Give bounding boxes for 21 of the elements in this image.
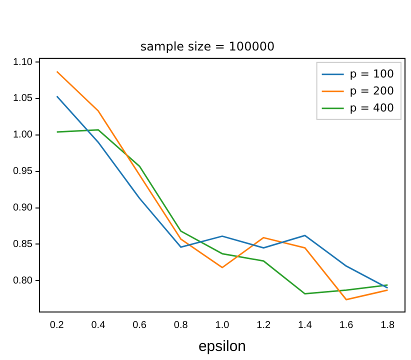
- legend-label: p = 200: [350, 84, 394, 98]
- x-axis-title: epsilon: [198, 338, 246, 356]
- x-tick-label: 0.4: [91, 320, 106, 331]
- y-tick-label: 0.85: [12, 238, 33, 250]
- y-tick-label: 1.05: [12, 93, 33, 104]
- x-tick-label: 0.6: [132, 320, 147, 331]
- y-tick-label: 0.80: [12, 275, 33, 286]
- y-tick-label: 0.95: [12, 166, 33, 178]
- x-tick-label: 1.8: [380, 320, 396, 331]
- x-tick-label: 0.8: [174, 320, 188, 331]
- y-tick-label: 1.10: [12, 56, 33, 68]
- y-tick-label: 1.00: [12, 130, 33, 141]
- x-tick-label: 1.6: [339, 320, 354, 331]
- x-tick-label: 1.4: [298, 320, 312, 331]
- x-tick-label: 1.2: [256, 320, 271, 331]
- x-tick-label: 1.0: [215, 320, 230, 331]
- legend-label: p = 100: [350, 67, 394, 80]
- legend-label: p = 400: [350, 101, 394, 114]
- chart-title: sample size = 100000: [140, 39, 275, 54]
- y-tick-label: 0.90: [12, 202, 33, 214]
- x-tick-label: 0.2: [50, 320, 64, 331]
